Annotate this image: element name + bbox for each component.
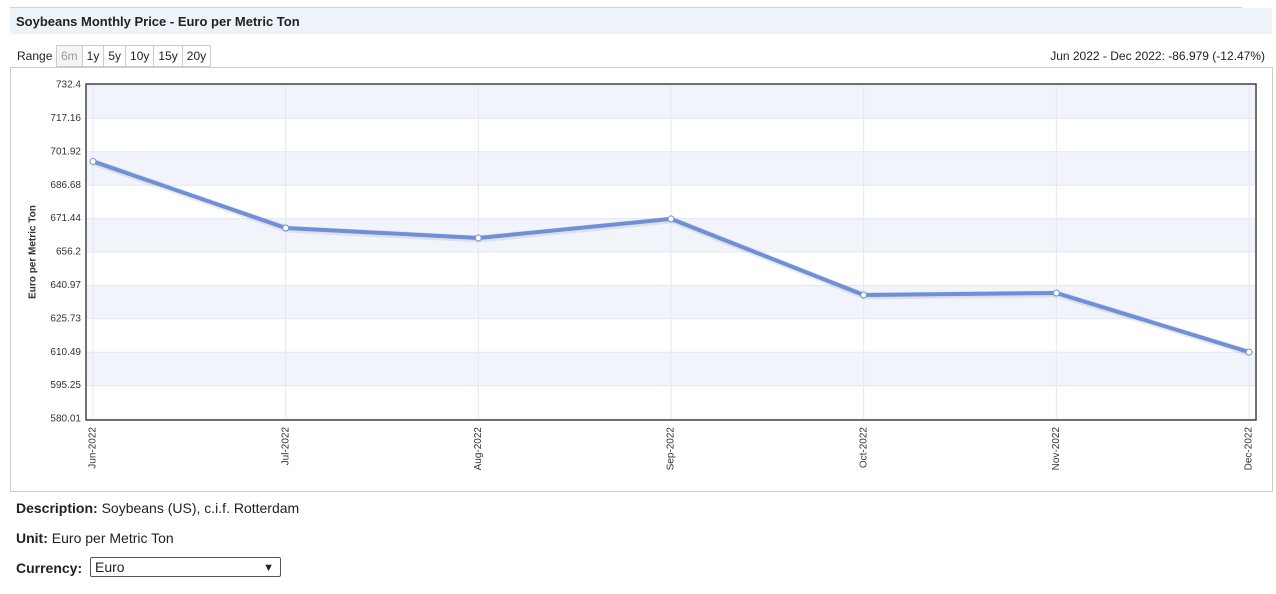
range-button[interactable]: 5y	[104, 45, 127, 67]
point	[860, 291, 868, 299]
currency-label: Currency:	[16, 560, 82, 576]
currency-select[interactable]: Euro ▼	[90, 557, 281, 577]
x-tick-label: Nov-2022	[1051, 427, 1062, 471]
chart-frame	[10, 67, 1273, 492]
y-tick-label: 686.68	[50, 180, 81, 191]
description-row: Description: Soybeans (US), c.i.f. Rotte…	[16, 500, 299, 516]
y-tick-label: 656.2	[56, 247, 81, 258]
series-shadow	[92, 159, 1252, 357]
y-tick-label: 701.92	[50, 146, 81, 157]
dropdown-arrow: ▼	[263, 562, 274, 574]
unit-row: Unit: Euro per Metric Ton	[16, 530, 174, 546]
y-tick-label: 732.4	[56, 80, 81, 91]
point	[474, 234, 482, 242]
point	[89, 157, 97, 165]
x-tick-label: Jul-2022	[280, 427, 291, 466]
header-bar	[10, 8, 1272, 34]
x-tick-label: Oct-2022	[858, 427, 869, 469]
x-tick-label: Jun-2022	[88, 427, 99, 469]
y-tick-label: 717.16	[50, 113, 81, 124]
y-tick-label: 610.49	[50, 347, 81, 358]
point	[1052, 289, 1060, 297]
currency-label-text: Currency:	[16, 560, 83, 576]
range-button[interactable]: 6m	[56, 45, 83, 67]
point	[1245, 348, 1253, 356]
range-button[interactable]: 15y	[154, 45, 183, 67]
range-button[interactable]: 10y	[126, 45, 155, 67]
range-summary: Jun 2022 - Dec 2022: -86.979 (-12.47%)	[1050, 49, 1265, 63]
point	[282, 224, 290, 232]
top-rule	[10, 7, 1242, 8]
description-label: Description:	[16, 500, 98, 516]
range-label: Range	[17, 49, 53, 63]
y-tick-label: 640.97	[50, 280, 81, 291]
range-buttons: 6m 1y 5y 10y 15y 20y	[56, 45, 212, 67]
y-tick-label: 671.44	[50, 213, 81, 224]
unit-label: Unit:	[16, 530, 48, 546]
plot-border	[85, 83, 1257, 421]
range-button[interactable]: 1y	[82, 45, 105, 67]
y-tick-label: 625.73	[50, 313, 81, 324]
x-tick-label: Dec-2022	[1244, 427, 1255, 471]
x-tick-label: Sep-2022	[666, 427, 677, 471]
y-tick-label: 595.25	[50, 380, 81, 391]
currency-value: Euro	[95, 559, 125, 575]
y-tick-label: 580.01	[50, 414, 81, 425]
range-button[interactable]: 20y	[182, 45, 212, 67]
description: Soybeans (US), c.i.f. Rotterdam	[101, 500, 300, 516]
point	[667, 215, 675, 223]
x-tick-label: Aug-2022	[473, 427, 484, 471]
unit: Euro per Metric Ton	[51, 530, 174, 546]
page-title: Soybeans Monthly Price - Euro per Metric…	[16, 14, 300, 29]
y-axis-title: Euro per Metric Ton	[28, 205, 39, 299]
